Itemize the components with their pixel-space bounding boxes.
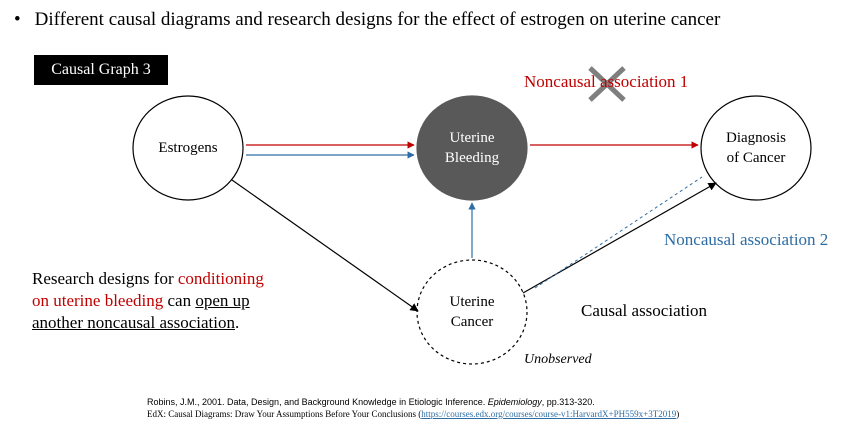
research-text-part1: Research designs for [32,269,178,288]
estrogens-label: Estrogens [158,140,218,156]
on-uterine-bleeding-text: on uterine bleeding [32,291,164,310]
noncausal-association-2-label: Noncausal association 2 [664,230,829,249]
research-text-period: . [235,313,240,332]
graph-label: Causal Graph 3 [34,55,168,85]
cross-mark-icon [588,66,626,102]
noncausal-association-1-label: Noncausal association 1 [524,72,689,91]
reference-1-pages: , pp.313-320. [541,397,595,407]
uterine-bleeding-line1: Uterine [449,130,495,146]
estrogens-to-cancer-arrow [231,179,419,312]
reference-2: EdX: Causal Diagrams: Draw Your Assumpti… [147,408,679,420]
another-noncausal-text: another noncausal association [32,313,235,332]
bullet-symbol: • [14,9,21,30]
uterine-cancer-line2: Cancer [450,314,494,330]
diagnosis-line1: Diagnosis [726,130,786,146]
uterine-cancer-line1: Uterine [449,294,495,310]
uterine-cancer-label: Uterine Cancer [417,292,527,332]
uterine-bleeding-node [416,95,528,201]
conditioning-text: conditioning [177,269,264,288]
bullet-heading: • Different causal diagrams and research … [14,9,720,31]
estrogens-node [132,95,244,201]
diagnosis-label: Diagnosis of Cancer [701,128,811,168]
bullet-text: Different causal diagrams and research d… [34,9,721,30]
uterine-bleeding-line2: Bleeding [444,150,500,166]
reference-1: Robins, J.M., 2001. Data, Design, and Ba… [147,396,679,408]
unobserved-label: Unobserved [524,352,592,367]
research-text-part4: can [163,291,196,310]
open-up-text: open up [195,291,250,310]
reference-2-link[interactable]: https://courses.edx.org/courses/course-v… [421,409,677,419]
research-designs-text: Research designs for conditioning on ute… [32,268,332,334]
diagnosis-line2: of Cancer [726,150,786,166]
reference-2-main: EdX: Causal Diagrams: Draw Your Assumpti… [147,409,422,419]
uterine-cancer-node [416,259,528,365]
diagnosis-node [700,95,812,201]
causal-association-label: Causal association [581,301,708,320]
references: Robins, J.M., 2001. Data, Design, and Ba… [147,396,679,420]
reference-1-journal: Epidemiology [487,397,542,407]
reference-2-close: ) [676,409,680,419]
reference-1-main: Robins, J.M., 2001. Data, Design, and Ba… [147,397,488,407]
uterine-bleeding-label: Uterine Bleeding [417,128,527,168]
